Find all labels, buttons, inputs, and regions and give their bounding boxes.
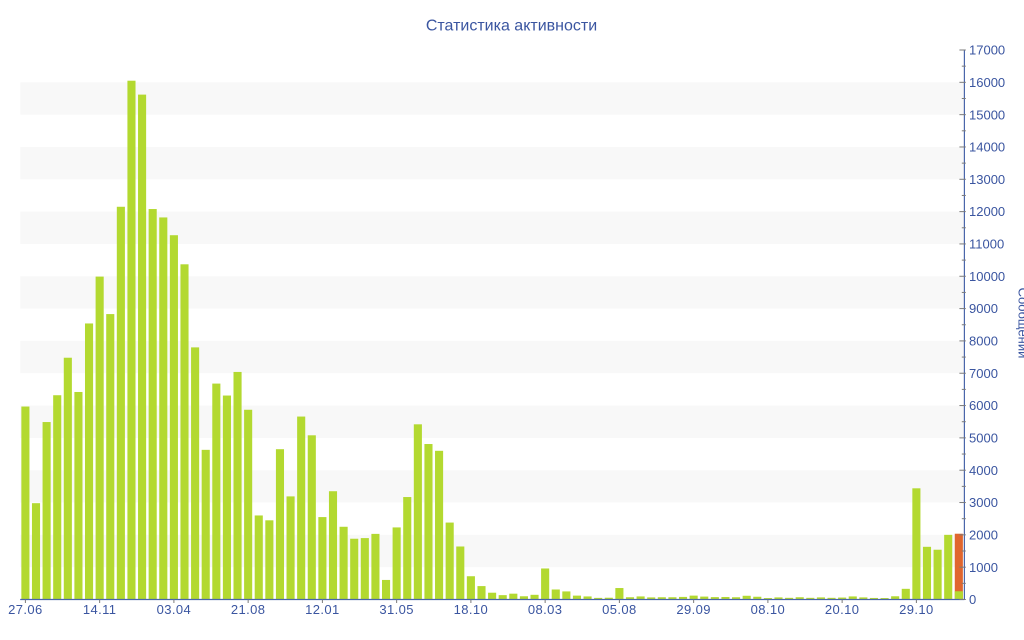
svg-text:31.05: 31.05: [379, 602, 414, 617]
svg-text:9000: 9000: [969, 301, 998, 316]
svg-text:Статистика активности: Статистика активности: [426, 18, 597, 35]
svg-text:2000: 2000: [969, 527, 998, 542]
svg-text:18.10: 18.10: [454, 602, 489, 617]
svg-text:0: 0: [969, 592, 976, 607]
svg-text:15000: 15000: [969, 107, 1005, 122]
svg-text:3000: 3000: [969, 495, 998, 510]
svg-text:13000: 13000: [969, 172, 1005, 187]
svg-text:7000: 7000: [969, 366, 998, 381]
svg-text:14.11: 14.11: [83, 602, 117, 617]
svg-text:08.10: 08.10: [751, 602, 786, 617]
svg-text:27.06: 27.06: [8, 602, 43, 617]
svg-text:05.08: 05.08: [602, 602, 637, 617]
svg-text:1000: 1000: [969, 560, 998, 575]
svg-text:29.09: 29.09: [676, 602, 711, 617]
svg-text:10000: 10000: [969, 269, 1005, 284]
svg-text:29.10: 29.10: [899, 602, 934, 617]
svg-text:5000: 5000: [969, 430, 998, 445]
svg-text:Сообщений: Сообщений: [1016, 288, 1024, 359]
svg-text:14000: 14000: [969, 140, 1005, 155]
svg-text:8000: 8000: [969, 334, 998, 349]
svg-text:08.03: 08.03: [528, 602, 563, 617]
svg-text:11000: 11000: [969, 237, 1004, 252]
svg-text:12.01: 12.01: [305, 602, 340, 617]
svg-text:20.10: 20.10: [825, 602, 860, 617]
svg-text:21.08: 21.08: [231, 602, 266, 617]
svg-text:16000: 16000: [969, 75, 1005, 90]
svg-text:12000: 12000: [969, 204, 1005, 219]
svg-text:03.04: 03.04: [157, 602, 192, 617]
svg-text:17000: 17000: [969, 43, 1005, 58]
svg-text:6000: 6000: [969, 398, 998, 413]
svg-text:4000: 4000: [969, 463, 998, 478]
